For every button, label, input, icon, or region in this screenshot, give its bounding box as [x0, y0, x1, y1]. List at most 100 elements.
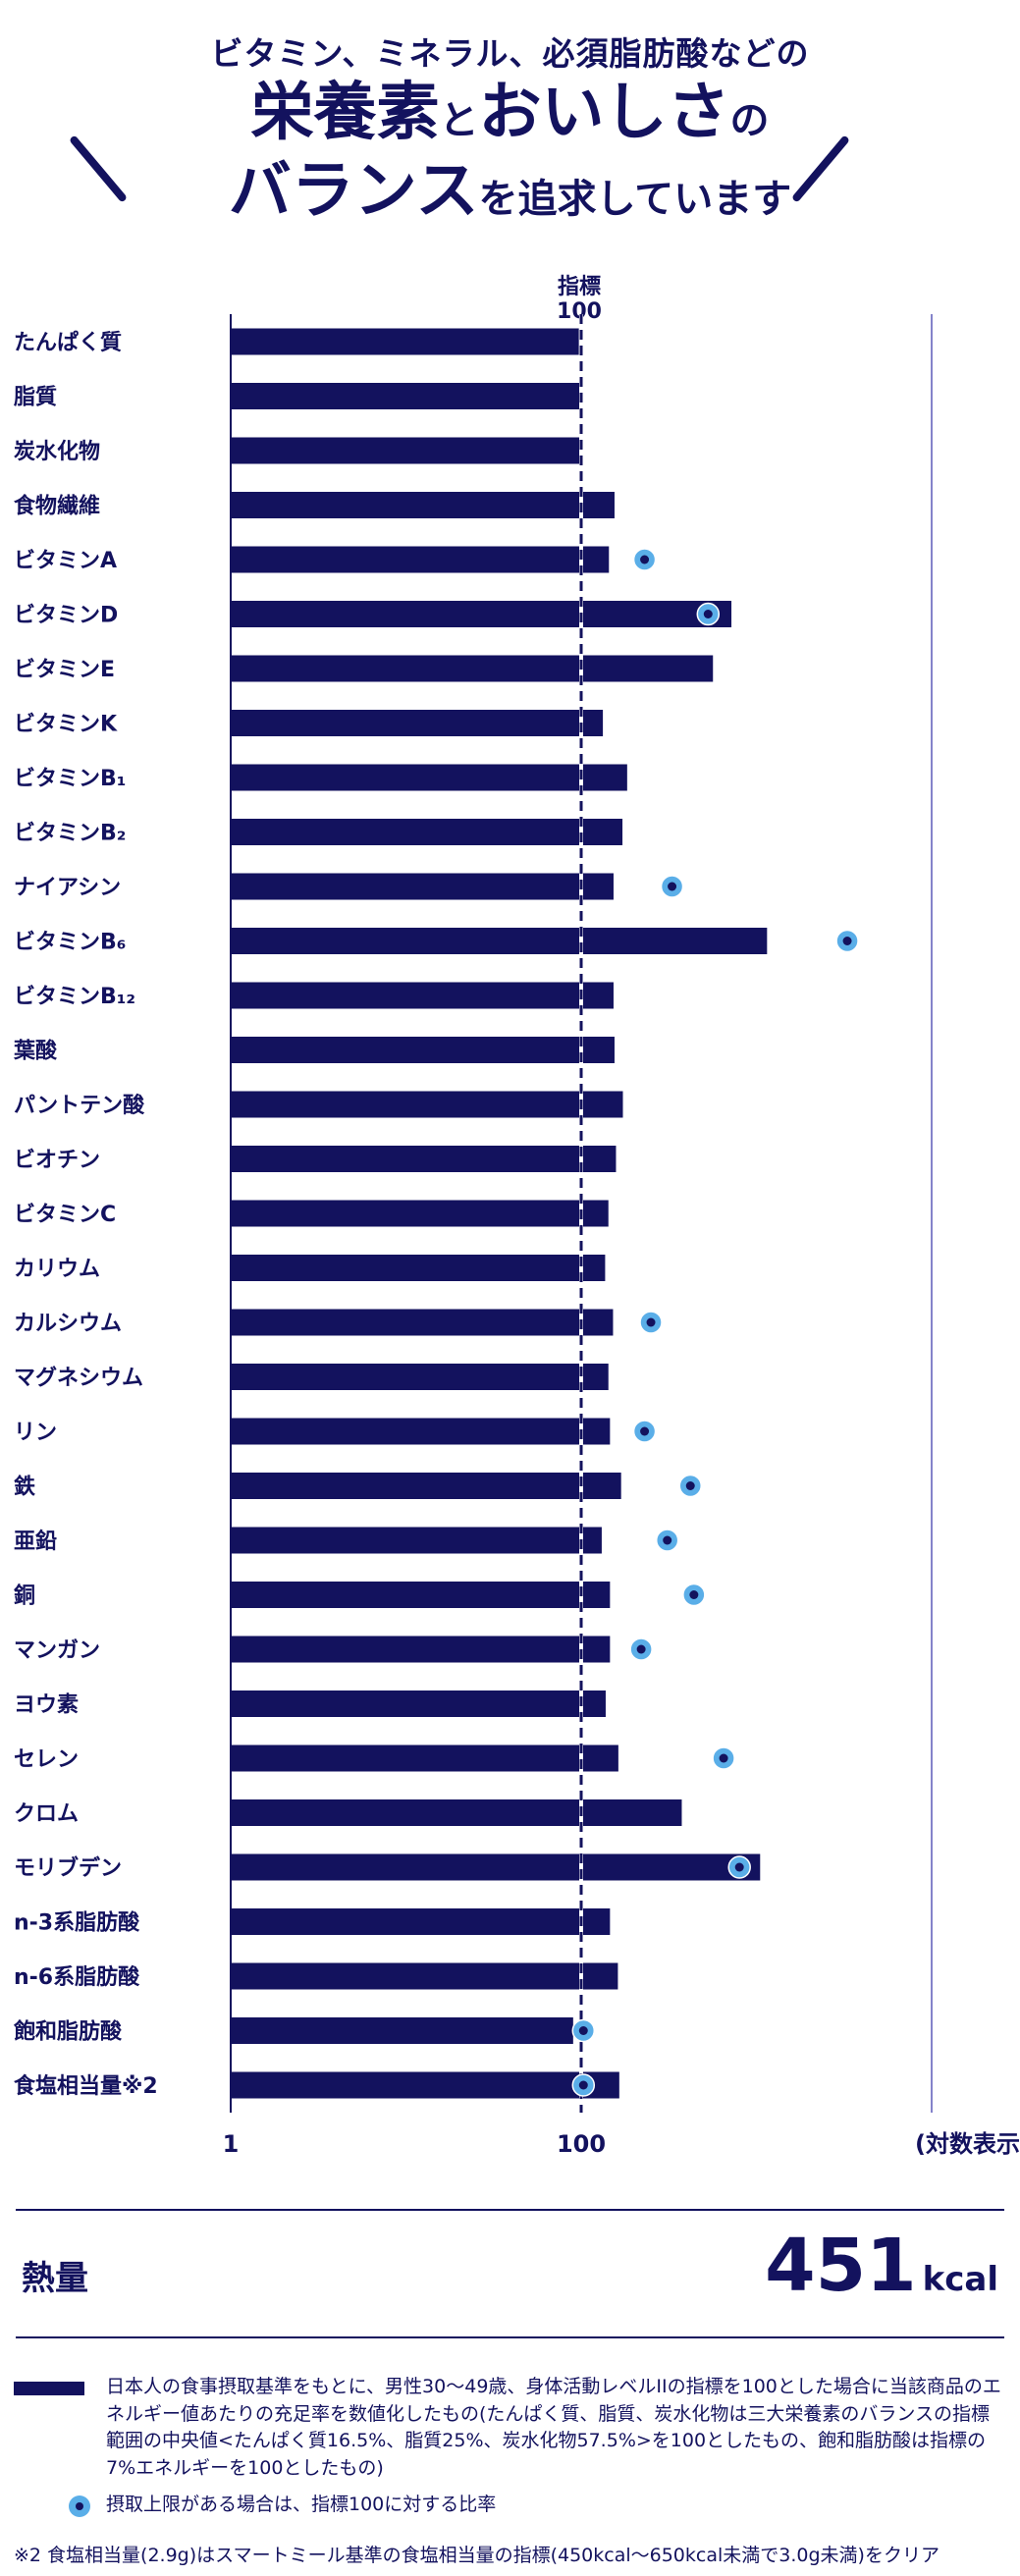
- upper-limit-dot-center: [663, 1535, 672, 1545]
- row-label: n-3系脂肪酸: [14, 1910, 140, 1936]
- reference-line-label: 指標 100: [550, 275, 609, 325]
- header-word-balance: バランス: [228, 155, 479, 228]
- energy-number: 451: [765, 2224, 917, 2308]
- energy-label: 熱量: [22, 2259, 88, 2298]
- upper-limit-dot-center: [640, 555, 650, 564]
- upper-limit-dot-center: [640, 1426, 650, 1436]
- upper-limit-dot-center: [578, 2026, 588, 2035]
- row-label: ビタミンC: [14, 1203, 116, 1227]
- upper-limit-dot-center: [685, 1481, 695, 1490]
- row-label: ビタミンK: [14, 713, 118, 737]
- bar: [231, 601, 732, 627]
- divider-top: [16, 2209, 1004, 2211]
- energy-unit: kcal: [922, 2260, 998, 2299]
- bar: [231, 1364, 609, 1390]
- bar: [231, 655, 714, 682]
- row-label: モリブデン: [14, 1855, 122, 1881]
- bar: [231, 328, 579, 355]
- row-label: ビタミンB₂: [14, 822, 126, 846]
- row-label: ヨウ素: [14, 1692, 79, 1718]
- legend-bar-text: 日本人の食事摂取基準をもとに、男性30〜49歳、身体活動レベルIIの指標を100…: [106, 2376, 1001, 2479]
- row-label: マンガン: [14, 1638, 100, 1663]
- row-label: パントテン酸: [14, 1094, 145, 1118]
- bar: [231, 1962, 618, 1990]
- legend-bar-item: 日本人の食事摂取基準をもとに、男性30〜49歳、身体活動レベルIIの指標を100…: [14, 2374, 1005, 2482]
- bar: [231, 1853, 761, 1881]
- bar: [231, 1690, 606, 1717]
- row-label: 飽和脂肪酸: [13, 2019, 123, 2045]
- row-label: ビタミンB₁₂: [14, 985, 135, 1009]
- row-label: ビタミンA: [14, 549, 117, 573]
- legend: 日本人の食事摂取基準をもとに、男性30〜49歳、身体活動レベルIIの指標を100…: [14, 2374, 1005, 2529]
- x-axis-note: (対数表示): [915, 2130, 1020, 2158]
- row-label: ビタミンD: [14, 604, 118, 628]
- header-word-taste: おいしさ: [478, 77, 730, 149]
- row-label: 亜鉛: [14, 1529, 57, 1554]
- x-tick-label: 100: [557, 2130, 606, 2158]
- upper-limit-dot-center: [646, 1317, 656, 1327]
- row-label: 銅: [14, 1583, 35, 1609]
- upper-limit-dot-center: [636, 1644, 646, 1654]
- upper-limit-dot-center: [734, 1862, 744, 1872]
- energy-value: 451 kcal: [765, 2224, 998, 2308]
- bar: [231, 1091, 623, 1118]
- bar: [231, 1146, 617, 1172]
- bar: [231, 928, 768, 954]
- bar: [231, 1309, 614, 1336]
- bar: [231, 1418, 611, 1445]
- upper-limit-dot-center: [689, 1590, 699, 1599]
- bar: [231, 492, 615, 518]
- row-label: 食物繊維: [14, 494, 100, 519]
- header-suffix: を追求しています: [478, 177, 792, 222]
- upper-limit-dot-center: [668, 882, 677, 891]
- row-label: クロム: [14, 1802, 79, 1827]
- upper-limit-dot-center: [842, 937, 852, 945]
- bar: [231, 1799, 682, 1826]
- row-label: リン: [14, 1421, 57, 1445]
- legend-dot-text: 摂取上限がある場合は、指標100に対する比率: [106, 2494, 497, 2516]
- divider-bottom: [16, 2336, 1004, 2338]
- bar: [231, 819, 623, 845]
- row-label: 鉄: [14, 1475, 35, 1500]
- bar: [231, 383, 583, 409]
- row-label: 炭水化物: [14, 439, 100, 464]
- row-label: セレン: [14, 1747, 79, 1772]
- bar: [231, 1744, 618, 1772]
- header-particle-no: の: [729, 98, 770, 143]
- header-particle-to: と: [439, 98, 479, 143]
- bar: [231, 1636, 611, 1663]
- bar: [231, 546, 610, 573]
- footnote: ※2 食塩相当量(2.9g)はスマートミール基準の食塩相当量の指標(450kca…: [14, 2545, 939, 2566]
- reference-label-top: 指標: [557, 275, 601, 299]
- bar: [231, 2071, 619, 2099]
- row-label: ビオチン: [14, 1149, 100, 1173]
- bar: [231, 982, 614, 1009]
- bar: [231, 1527, 602, 1554]
- row-label: n-6系脂肪酸: [14, 1964, 140, 1990]
- bar: [231, 1473, 621, 1499]
- bar: [231, 1908, 611, 1935]
- row-label: 食塩相当量※2: [14, 2073, 158, 2099]
- header-word-nutrients: 栄養素: [250, 77, 440, 149]
- legend-dot-swatch: [69, 2496, 90, 2518]
- header-title-line2: バランスを追求しています: [0, 157, 1020, 226]
- row-label: ビタミンB₁: [14, 767, 126, 791]
- header-title-line1: 栄養素とおいしさの: [0, 79, 1020, 147]
- row-label: ビタミンB₆: [14, 931, 126, 955]
- bar: [231, 1037, 615, 1063]
- bar: [231, 1200, 609, 1227]
- bar: [231, 1582, 611, 1608]
- upper-limit-dot-center: [719, 1753, 728, 1763]
- legend-dot-item: 摂取上限がある場合は、指標100に対する比率: [14, 2492, 1005, 2519]
- row-label: ビタミンE: [14, 658, 115, 682]
- row-label: 葉酸: [13, 1040, 58, 1064]
- row-label: ナイアシン: [14, 876, 121, 900]
- bar: [231, 2017, 573, 2044]
- bar: [231, 1255, 606, 1281]
- row-label: カリウム: [14, 1258, 100, 1282]
- x-tick-label: 1: [223, 2130, 240, 2158]
- bar: [231, 710, 604, 736]
- bar: [231, 873, 614, 900]
- upper-limit-dot-center: [703, 610, 713, 618]
